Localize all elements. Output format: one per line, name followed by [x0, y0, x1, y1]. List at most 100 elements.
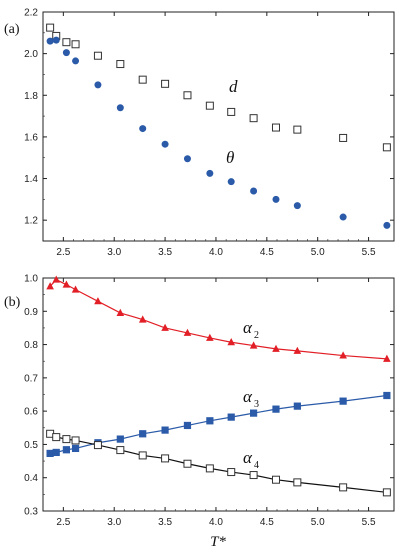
data-point: [272, 405, 280, 413]
y-tick-label: 0.3: [24, 507, 38, 518]
series-1: θ: [46, 36, 391, 229]
series-label: θ: [226, 148, 234, 167]
y-tick-label: 1.4: [24, 174, 38, 185]
series-line: [49, 278, 387, 360]
series-label: α: [243, 318, 253, 337]
data-point: [161, 140, 169, 148]
data-point: [206, 333, 214, 341]
data-point: [161, 79, 170, 88]
data-point: [250, 409, 258, 417]
y-tick-label: 0.8: [24, 340, 38, 351]
data-point: [183, 155, 191, 163]
x-tick-label: 2.5: [56, 517, 70, 528]
data-point: [272, 195, 280, 203]
series-line: [50, 394, 387, 455]
data-point: [293, 402, 301, 410]
data-point: [227, 107, 236, 116]
data-point: [272, 344, 280, 352]
data-point: [183, 91, 192, 100]
data-point: [93, 51, 102, 60]
y-tick-label: 0.5: [24, 440, 38, 451]
data-point: [339, 483, 348, 492]
data-point: [293, 346, 302, 354]
data-point: [183, 421, 192, 430]
data-point: [71, 285, 80, 293]
data-point: [183, 328, 192, 336]
data-point: [46, 449, 54, 458]
panel-b: (b) 2.5 3.0 3.5 4.0 4.5 5.0 5.5 0.3 0.4 0.5 0.6 0.7 0…: [4, 274, 395, 550]
data-point: [52, 448, 60, 457]
data-point: [206, 417, 214, 425]
data-point: [293, 125, 302, 134]
data-point: [339, 351, 347, 359]
y-tick-label: 1.0: [24, 274, 38, 285]
series-label-subscript: 2: [254, 330, 259, 341]
data-point: [383, 391, 391, 400]
y-tick-label: 0.9: [24, 307, 38, 318]
data-point: [227, 468, 236, 477]
data-point: [227, 338, 236, 346]
data-point: [183, 459, 192, 468]
data-point: [52, 433, 61, 442]
y-tick-label: 0.4: [24, 473, 38, 484]
x-tick-label: 4.0: [209, 517, 223, 528]
series-label: α: [243, 448, 253, 467]
data-point: [250, 187, 258, 195]
data-point: [52, 36, 60, 44]
data-point: [116, 446, 125, 455]
x-tick-label: 3.5: [158, 247, 172, 258]
data-point: [116, 435, 124, 443]
panel-a: (a) 2.5 3.0 3.5 4.0 4.5 5.0 5.5 1.2 1.4 1.6 1.8 2.0 2…: [4, 8, 395, 258]
data-point: [94, 81, 102, 89]
data-point: [62, 446, 70, 454]
x-tick-label: 5.0: [311, 517, 325, 528]
data-point: [46, 37, 54, 45]
data-point: [293, 478, 302, 487]
data-point: [72, 57, 80, 65]
data-point: [71, 40, 80, 49]
series-label: d: [229, 77, 238, 96]
data-point: [139, 430, 147, 438]
y-tick-label: 0.6: [24, 407, 38, 418]
data-point: [46, 23, 55, 32]
data-point: [116, 104, 124, 112]
data-point: [249, 471, 258, 480]
data-point: [339, 133, 348, 142]
data-point: [383, 354, 391, 362]
series-label: α: [243, 387, 253, 406]
y-tick-label: 0.7: [24, 373, 38, 384]
plot-frame: [42, 11, 395, 242]
data-point: [249, 341, 258, 349]
data-point: [116, 60, 125, 69]
x-tick-label: 5.5: [362, 247, 376, 258]
y-tick-label: 2.2: [24, 8, 38, 19]
data-point: [62, 38, 71, 47]
data-point: [339, 213, 347, 221]
data-point: [271, 123, 280, 132]
data-point: [62, 280, 71, 288]
data-point: [71, 436, 80, 445]
data-point: [161, 426, 169, 434]
x-tick-label: 4.0: [209, 247, 223, 258]
data-point: [94, 297, 102, 305]
data-point: [71, 444, 80, 453]
data-point: [339, 397, 347, 405]
data-point: [116, 308, 125, 316]
data-point: [249, 114, 258, 123]
data-point: [161, 454, 170, 463]
x-tick-label: 3.0: [107, 517, 121, 528]
panel-label: (a): [4, 22, 20, 37]
series-label-subscript: 3: [254, 399, 259, 410]
y-tick-label: 1.6: [24, 132, 38, 143]
data-point: [227, 413, 235, 421]
x-tick-label: 3.0: [107, 247, 121, 258]
y-tick-label: 2.0: [24, 49, 38, 60]
data-point: [382, 488, 391, 497]
data-point: [161, 323, 169, 331]
x-tick-label: 5.5: [362, 517, 376, 528]
data-point: [46, 282, 54, 290]
